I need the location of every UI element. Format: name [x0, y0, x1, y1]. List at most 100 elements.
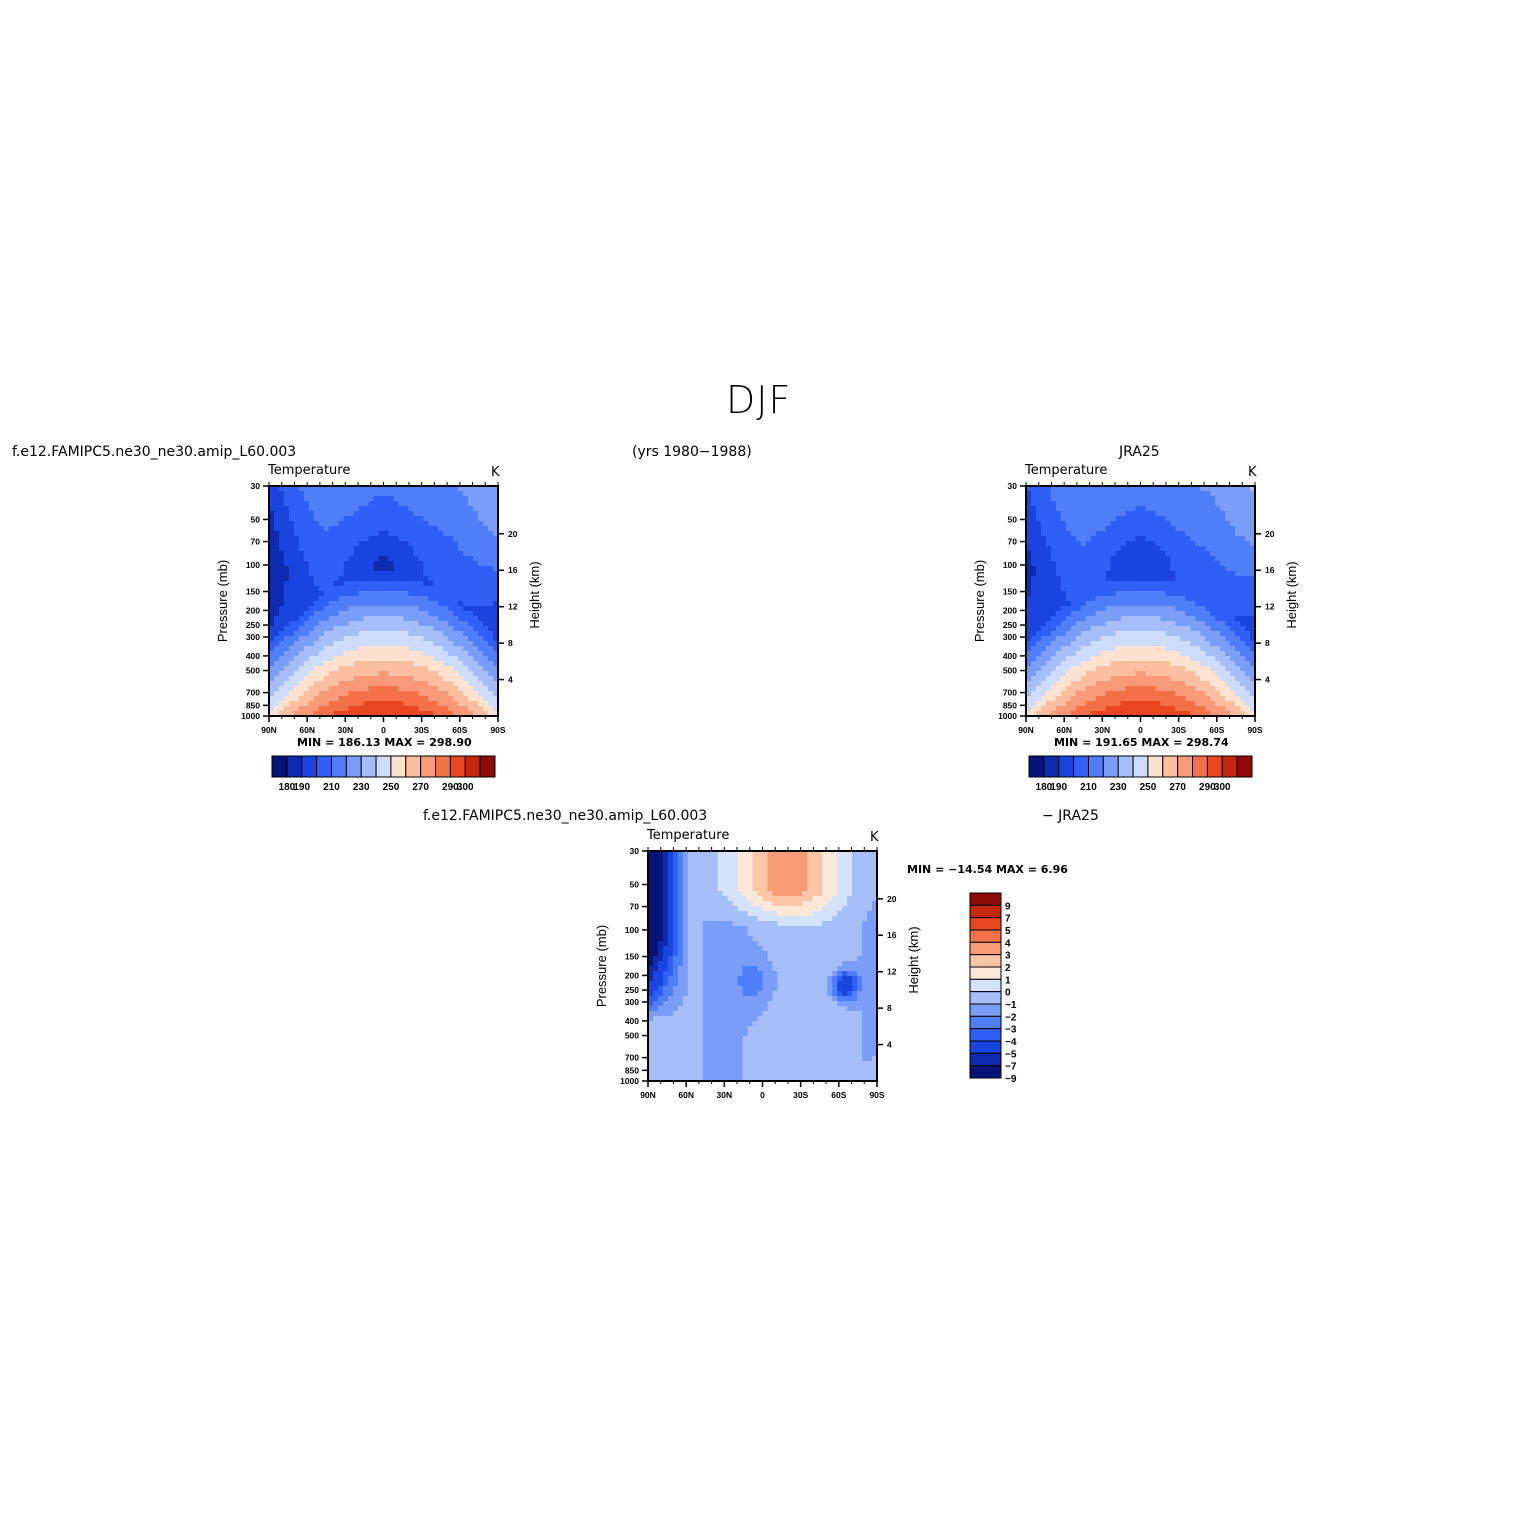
contour-cell [1140, 616, 1147, 622]
contour-cell [313, 496, 320, 502]
contour-cell [1250, 526, 1256, 532]
contour-cell [363, 576, 370, 582]
contour-cell [313, 631, 320, 637]
contour-cell [393, 626, 400, 632]
contour-cell [1160, 681, 1166, 687]
contour-cell [1075, 541, 1082, 547]
case-name-label: f.e12.FAMIPC5.ne30_ne30.amip_L60.003 [12, 444, 297, 460]
contour-cell [1115, 661, 1122, 667]
contour-cell [1090, 661, 1097, 667]
contour-cell [1160, 586, 1166, 592]
contour-cell [328, 556, 335, 562]
contour-cell [1090, 616, 1097, 622]
contour-cell [1050, 626, 1057, 632]
contour-cell [1030, 606, 1037, 612]
contour-cell [408, 636, 414, 642]
contour-cell [288, 666, 295, 672]
contour-cell [717, 866, 724, 872]
contour-cell [1140, 576, 1147, 582]
contour-cell [478, 531, 484, 537]
contour-cell [269, 711, 275, 717]
contour-cell [822, 886, 828, 892]
contour-cell [483, 671, 489, 677]
contour-cell [857, 866, 863, 872]
contour-cell [1185, 606, 1191, 612]
contour-cell [483, 501, 489, 507]
contour-cell [343, 551, 350, 557]
contour-cell [1090, 581, 1097, 587]
contour-cell [1035, 551, 1042, 557]
contour-cell [1240, 491, 1246, 497]
contour-cell [1060, 521, 1067, 527]
contour-cell [443, 566, 449, 572]
contour-cell [273, 706, 280, 712]
contour-cell [493, 621, 499, 627]
contour-cell [313, 611, 320, 617]
contour-cell [428, 531, 434, 537]
contour-cell [767, 876, 774, 882]
contour-cell [1090, 491, 1097, 497]
contour-cell [1155, 506, 1162, 512]
contour-cell [348, 576, 355, 582]
contour-cell [393, 676, 400, 682]
contour-cell [747, 891, 754, 897]
contour-cell [358, 606, 365, 612]
contour-cell [1095, 576, 1102, 582]
contour-cell [832, 861, 838, 867]
contour-cell [393, 621, 400, 627]
contour-cell [418, 696, 424, 702]
contour-cell [288, 516, 295, 522]
contour-cell [398, 516, 405, 522]
contour-cell [1155, 516, 1162, 522]
contour-cell [752, 886, 759, 892]
contour-cell [1030, 586, 1037, 592]
contour-cell [1235, 666, 1241, 672]
contour-cell [368, 541, 375, 547]
contour-cell [378, 526, 385, 532]
contour-cell [1175, 606, 1181, 612]
contour-cell [1115, 566, 1122, 572]
contour-cell [1195, 546, 1201, 552]
contour-cell [269, 581, 275, 587]
contour-cell [328, 586, 335, 592]
height-tick-label: 4 [508, 675, 513, 685]
contour-cell [463, 611, 469, 617]
contour-cell [1125, 676, 1132, 682]
contour-cell [373, 501, 380, 507]
contour-cell [269, 666, 275, 672]
contour-cell [313, 666, 320, 672]
contour-cell [1085, 626, 1092, 632]
contour-cell [368, 581, 375, 587]
contour-cell [393, 566, 400, 572]
contour-cell [348, 671, 355, 677]
contour-cell [1240, 686, 1246, 692]
contour-cell [453, 651, 459, 657]
contour-cell [1185, 651, 1191, 657]
contour-cell [1230, 606, 1236, 612]
contour-cell [857, 901, 863, 907]
contour-cell [1035, 666, 1042, 672]
contour-cell [333, 541, 340, 547]
contour-cell [413, 526, 419, 532]
contour-cell [473, 656, 479, 662]
contour-cell [1220, 496, 1226, 502]
contour-cell [393, 691, 400, 697]
contour-cell [1055, 561, 1062, 567]
contour-cell [308, 536, 315, 542]
contour-cell [1155, 666, 1162, 672]
contour-cell [777, 871, 784, 877]
contour-cell [378, 711, 385, 717]
contour-cell [468, 651, 474, 657]
contour-cell [1035, 651, 1042, 657]
contour-cell [652, 886, 659, 892]
contour-cell [1235, 681, 1241, 687]
contour-cell [298, 711, 305, 717]
contour-cell [1185, 621, 1191, 627]
contour-cell [308, 636, 315, 642]
contour-cell [408, 571, 414, 577]
contour-cell [1140, 611, 1147, 617]
contour-cell [1165, 581, 1171, 587]
contour-cell [1030, 491, 1037, 497]
contour-cell [458, 691, 464, 697]
contour-cell [1160, 591, 1166, 597]
